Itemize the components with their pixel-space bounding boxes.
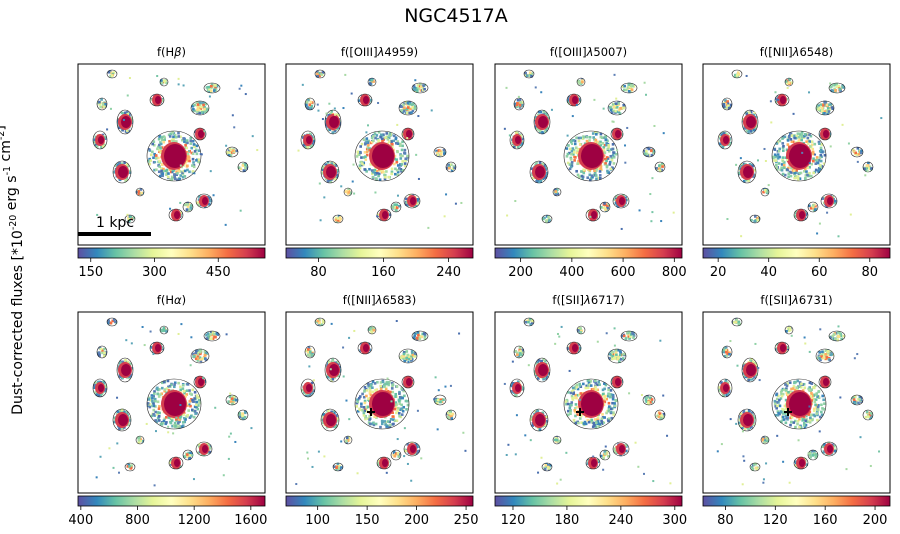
colorbar: 100 150 200 250 <box>285 495 479 528</box>
colorbar-tick-label: 400 <box>68 513 93 528</box>
center-marker <box>576 408 584 416</box>
colorbar-tick-label: 150 <box>355 513 380 528</box>
panel-title: f(Hα) <box>157 293 186 307</box>
panel-frame <box>77 311 266 494</box>
panel-title: f([SII]λ6731) <box>760 293 832 307</box>
colorbar-tick-label: 1200 <box>178 513 211 528</box>
flux-map <box>92 317 253 487</box>
panel-grid: f(Hβ) 1 kpc 150 300 450 f([OIII]λ4959) 80 160 24… <box>68 45 891 528</box>
scale-bar: 1 kpc <box>78 215 151 236</box>
panel-frame <box>77 63 266 246</box>
colorbar-tick-label: 300 <box>662 513 687 528</box>
panel-title: f(Hβ) <box>157 45 186 59</box>
colorbar-tick-label: 200 <box>863 513 888 528</box>
flux-map <box>503 69 675 230</box>
center-marker <box>784 408 792 416</box>
panel-frame <box>494 63 683 246</box>
panel-frame <box>702 311 891 494</box>
colorbar-tick-label: 600 <box>611 265 636 280</box>
flux-map <box>716 317 881 486</box>
colorbar-tick-label: 400 <box>559 265 584 280</box>
colorbar: 80 120 160 200 <box>702 495 891 528</box>
colorbar-tick-label: 120 <box>501 513 526 528</box>
colorbar: 20 40 60 80 <box>702 247 891 280</box>
figure-title: NGC4517A <box>404 5 508 27</box>
panel-title: f([SII]λ6717) <box>552 293 624 307</box>
panel-title: f([NII]λ6583) <box>343 293 416 307</box>
colorbar-tick-label: 160 <box>371 265 396 280</box>
scale-bar-label: 1 kpc <box>96 215 134 231</box>
panel-frame <box>285 63 474 246</box>
colorbar-tick-label: 200 <box>404 513 429 528</box>
panel-4: f([NII]λ6548) 20 40 60 80 <box>702 45 891 280</box>
colorbar: 400 800 1200 1600 <box>68 495 267 528</box>
colorbar-tick-label: 80 <box>862 265 879 280</box>
colorbar: 120 180 240 300 <box>494 495 687 528</box>
panel-1: f(Hβ) 1 kpc 150 300 450 <box>77 45 266 280</box>
figure-ylabel: Dust-corrected fluxes [*10-20 erg s-1 cm… <box>0 125 26 415</box>
panel-8: f([SII]λ6731) 80 120 160 200 <box>702 293 891 528</box>
colorbar-tick-label: 200 <box>508 265 533 280</box>
colorbar-tick-label: 800 <box>662 265 687 280</box>
colorbar-tick-label: 1600 <box>234 513 267 528</box>
colorbar-tick-label: 60 <box>811 265 828 280</box>
colorbar-tick-label: 240 <box>436 265 461 280</box>
colorbar: 80 160 240 <box>285 247 474 280</box>
colorbar-tick-label: 240 <box>608 513 633 528</box>
colorbar-tick-label: 80 <box>717 513 734 528</box>
panel-2: f([OIII]λ4959) 80 160 240 <box>285 45 474 280</box>
colorbar: 150 300 450 <box>77 247 266 280</box>
colorbar: 200 400 600 800 <box>494 247 687 280</box>
panel-frame <box>285 311 474 494</box>
panel-title: f([OIII]λ4959) <box>341 45 418 59</box>
colorbar-tick-label: 450 <box>206 265 231 280</box>
colorbar-tick-label: 160 <box>813 513 838 528</box>
center-marker <box>367 408 375 416</box>
colorbar-tick-label: 80 <box>310 265 327 280</box>
panel-6: f([NII]λ6583) 100 150 200 250 <box>285 293 479 528</box>
colorbar-tick-label: 800 <box>125 513 150 528</box>
colorbar-tick-label: 20 <box>710 265 727 280</box>
colorbar-tick-label: 100 <box>305 513 330 528</box>
flux-map <box>295 317 467 486</box>
colorbar-tick-label: 250 <box>454 513 479 528</box>
panel-title: f([OIII]λ5007) <box>550 45 627 59</box>
colorbar-tick-label: 180 <box>555 513 580 528</box>
flux-map <box>297 69 463 229</box>
colorbar-tick-label: 40 <box>760 265 777 280</box>
panel-5: f(Hα) 400 800 1200 1600 <box>68 293 267 528</box>
panel-frame <box>494 311 683 494</box>
colorbar-tick-label: 300 <box>142 265 167 280</box>
colorbar-tick-label: 150 <box>78 265 103 280</box>
flux-map <box>92 69 259 226</box>
panel-7: f([SII]λ6717) 120 180 240 300 <box>494 293 687 528</box>
panel-3: f([OIII]λ5007) 200 400 600 800 <box>494 45 687 280</box>
colorbar-tick-label: 120 <box>763 513 788 528</box>
flux-map <box>503 317 672 485</box>
panel-title: f([NII]λ6548) <box>760 45 833 59</box>
flux-map <box>717 69 883 238</box>
panel-frame <box>702 63 891 246</box>
